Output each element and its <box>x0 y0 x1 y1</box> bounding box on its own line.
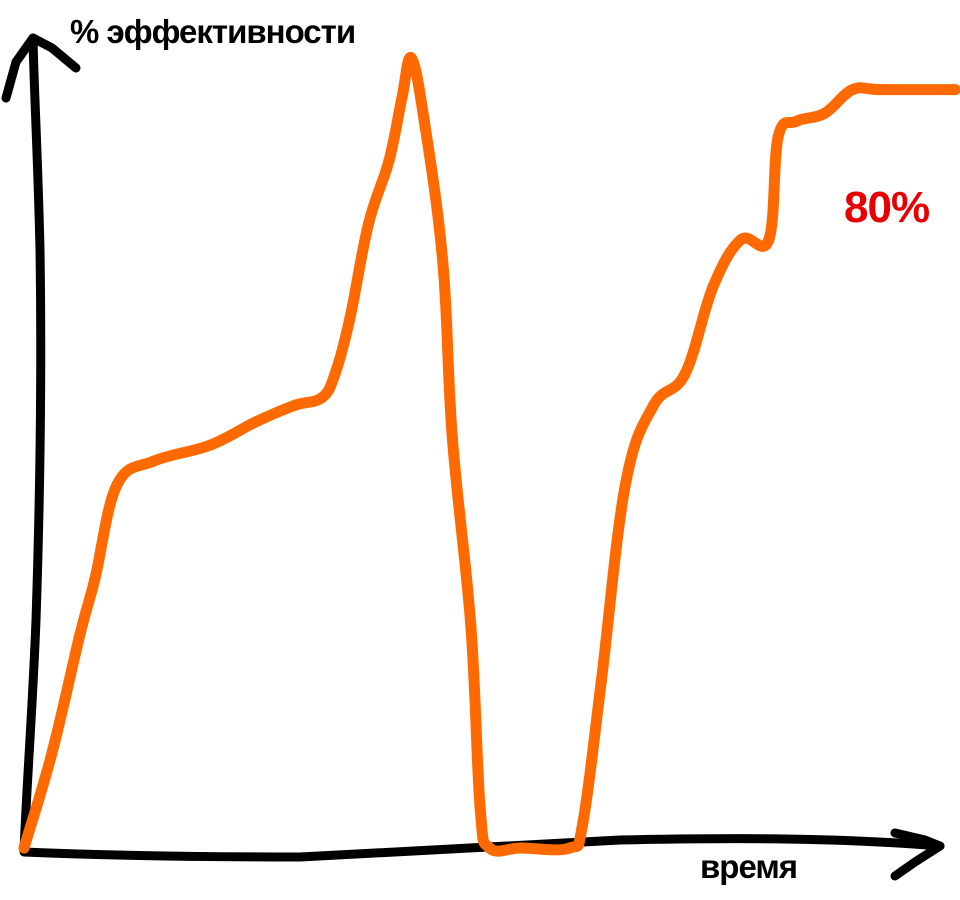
data-point <box>288 400 300 412</box>
data-point <box>383 155 395 167</box>
series-points <box>18 52 960 854</box>
data-point <box>251 415 263 427</box>
series-line <box>18 52 960 857</box>
x-axis-label: время <box>700 848 797 885</box>
x-axis-line <box>19 834 945 862</box>
annotation-label: 80% <box>844 183 929 232</box>
data-point <box>679 368 691 380</box>
data-point <box>89 573 101 585</box>
data-point <box>329 368 341 380</box>
data-point <box>515 842 527 854</box>
data-point <box>819 107 831 119</box>
data-point <box>619 479 631 491</box>
data-point <box>111 479 123 491</box>
data-point <box>847 84 859 96</box>
data-point <box>577 818 589 830</box>
data-point <box>418 115 430 127</box>
data-point <box>363 218 374 230</box>
data-point <box>396 92 408 103</box>
data-point <box>446 431 458 443</box>
data-point <box>707 281 719 293</box>
data-point <box>46 747 58 759</box>
data-point <box>735 234 747 246</box>
data-point <box>474 803 486 814</box>
data-point <box>949 84 960 96</box>
data-point <box>437 257 449 269</box>
data-point <box>405 52 417 64</box>
data-point <box>647 400 659 412</box>
data-point <box>875 84 886 96</box>
data-point <box>484 842 495 854</box>
y-axis-label: % эффективности <box>70 13 355 50</box>
data-point <box>791 115 803 127</box>
data-point <box>595 676 607 688</box>
y-axis-line <box>19 33 46 855</box>
data-point <box>148 455 160 467</box>
x-axis-arrowhead <box>890 828 945 881</box>
data-point <box>316 392 328 404</box>
data-point <box>18 842 30 854</box>
data-point <box>772 131 784 143</box>
data-point <box>564 842 576 854</box>
data-point <box>74 629 86 641</box>
axes <box>1 33 945 881</box>
data-point <box>763 234 775 246</box>
data-point <box>465 621 477 633</box>
y-axis-arrowhead <box>1 33 81 103</box>
data-point <box>344 313 356 325</box>
data-point <box>204 439 216 451</box>
